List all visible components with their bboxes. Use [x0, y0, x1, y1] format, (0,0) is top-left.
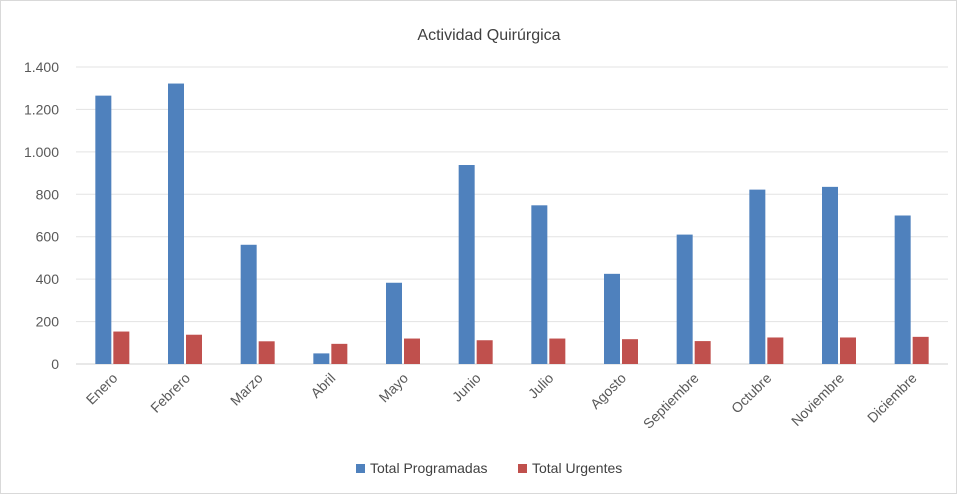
- bar-programadas-marzo: [240, 244, 257, 364]
- bar-programadas-mayo: [386, 282, 402, 364]
- bar-programadas-diciembre: [894, 215, 911, 364]
- legend-swatch: [356, 464, 365, 473]
- y-tick-label: 800: [36, 186, 60, 202]
- bar-programadas-junio: [458, 165, 475, 364]
- y-tick-label: 400: [36, 271, 60, 287]
- bar-programadas-enero: [95, 95, 112, 364]
- chart-title: Actividad Quirúrgica: [417, 27, 560, 44]
- bar-programadas-agosto: [604, 273, 620, 364]
- x-tick-label: Octubre: [728, 370, 775, 417]
- legend-label: Total Urgentes: [532, 460, 622, 476]
- legend: Total Programadas Total Urgentes: [356, 460, 622, 476]
- bar-urgentes-junio: [476, 340, 493, 364]
- x-tick-label: Marzo: [227, 370, 266, 409]
- x-tick-label: Junio: [449, 370, 484, 405]
- bar-urgentes-enero: [113, 331, 130, 364]
- x-tick-label: Agosto: [587, 370, 629, 412]
- y-tick-label: 0: [51, 356, 59, 372]
- bar-programadas-julio: [531, 205, 548, 364]
- bar-urgentes-septiembre: [694, 341, 711, 364]
- bars: [95, 83, 929, 364]
- bar-urgentes-noviembre: [840, 337, 856, 364]
- x-tick-label: Febrero: [147, 370, 193, 416]
- y-tick-label: 1.200: [24, 101, 59, 117]
- y-tick-label: 600: [36, 229, 60, 245]
- x-tick-label: Enero: [83, 370, 121, 408]
- bar-programadas-febrero: [168, 83, 184, 364]
- bar-urgentes-julio: [549, 338, 566, 364]
- bar-programadas-abril: [313, 353, 330, 364]
- bar-urgentes-agosto: [622, 339, 638, 364]
- legend-label: Total Programadas: [370, 460, 488, 476]
- bar-urgentes-octubre: [767, 337, 784, 364]
- bar-programadas-septiembre: [676, 234, 693, 364]
- bar-urgentes-diciembre: [912, 336, 929, 364]
- bar-urgentes-abril: [331, 343, 348, 364]
- x-tick-label: Abril: [307, 370, 338, 401]
- y-axis-ticks: 0 200 400 600 800 1.000 1.200 1.400: [24, 59, 59, 372]
- bar-programadas-noviembre: [822, 186, 838, 364]
- x-tick-label: Julio: [525, 370, 557, 402]
- gridlines: [76, 66, 948, 365]
- legend-swatch: [518, 464, 527, 473]
- y-tick-label: 200: [36, 314, 60, 330]
- x-tick-label: Mayo: [376, 370, 412, 406]
- x-tick-label: Septiembre: [640, 370, 702, 432]
- bar-programadas-octubre: [749, 189, 766, 364]
- bar-urgentes-febrero: [186, 334, 202, 364]
- y-tick-label: 1.400: [24, 59, 59, 75]
- x-axis-ticks: Enero Febrero Marzo Abril Mayo Junio Julio Agos…: [83, 370, 920, 432]
- bar-urgentes-marzo: [258, 341, 275, 364]
- x-tick-label: Diciembre: [864, 370, 920, 426]
- x-tick-label: Noviembre: [788, 370, 847, 429]
- bar-urgentes-mayo: [404, 338, 420, 364]
- y-tick-label: 1.000: [24, 144, 59, 160]
